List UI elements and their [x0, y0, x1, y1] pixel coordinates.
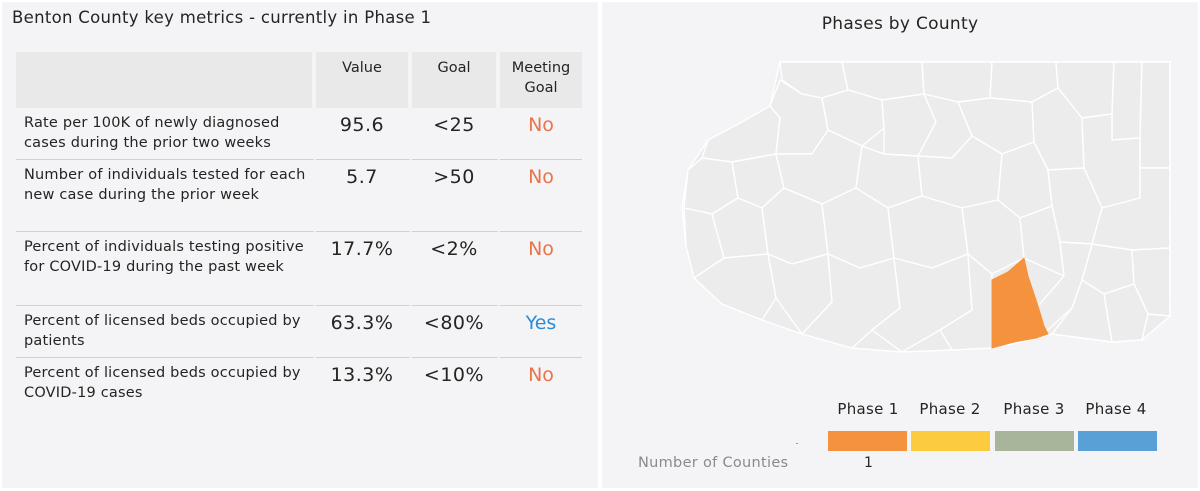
header-meeting-goal[interactable]: Meeting Goal: [500, 52, 582, 108]
header-value[interactable]: Value: [316, 52, 412, 108]
metric-meeting-goal: No: [500, 232, 582, 306]
metrics-title: Benton County key metrics - currently in…: [12, 8, 432, 27]
legend-phase-2-label: Phase 2: [919, 400, 981, 418]
table-row: Percent of individuals testing positive …: [16, 232, 582, 306]
table-row: Rate per 100K of newly diagnosed cases d…: [16, 108, 582, 160]
metric-value: 5.7: [316, 160, 412, 232]
legend-phase-3-swatch[interactable]: [995, 431, 1074, 451]
county-shape[interactable]: [939, 252, 993, 351]
metrics-table: Value Goal Meeting Goal Rate per 100K of…: [16, 52, 582, 408]
metric-value: 17.7%: [316, 232, 412, 306]
legend-marker-dot: [796, 443, 798, 444]
metric-value: 13.3%: [316, 358, 412, 408]
metric-label: Rate per 100K of newly diagnosed cases d…: [16, 108, 316, 160]
legend-count-value: 1: [864, 455, 873, 471]
metric-label: Percent of licensed beds occupied by COV…: [16, 358, 316, 408]
metric-goal: >50: [412, 160, 500, 232]
table-row: Percent of licensed beds occupied by COV…: [16, 358, 582, 408]
benton-county-highlight[interactable]: [991, 257, 1049, 349]
county-shape[interactable]: [1140, 313, 1172, 342]
legend-phase-2-swatch[interactable]: [911, 431, 990, 451]
legend-phase-4-swatch[interactable]: [1078, 431, 1157, 451]
metric-value: 95.6: [316, 108, 412, 160]
metric-meeting-goal: No: [500, 108, 582, 160]
metric-goal: <80%: [412, 306, 500, 358]
metric-meeting-goal: No: [500, 160, 582, 232]
county-shape[interactable]: [1037, 241, 1093, 336]
metric-label: Percent of licensed beds occupied by pat…: [16, 306, 316, 358]
county-shape[interactable]: [701, 105, 781, 163]
county-shape[interactable]: [1050, 278, 1113, 343]
metric-meeting-goal: No: [528, 364, 554, 386]
legend-phase-1-label: Phase 1: [837, 400, 899, 418]
metrics-panel: Benton County key metrics - currently in…: [2, 2, 598, 488]
metric-label: Percent of individuals testing positive …: [16, 232, 316, 306]
map-panel: Phases by County: [602, 2, 1198, 488]
legend-phase-4-label: Phase 4: [1085, 400, 1147, 418]
county-shape[interactable]: [887, 195, 969, 269]
metric-meeting-goal: Yes: [500, 306, 582, 358]
county-map[interactable]: [672, 58, 1178, 368]
table-header-row: Value Goal Meeting Goal: [16, 52, 582, 108]
legend-phase-1-swatch[interactable]: [828, 431, 907, 451]
legend-count-label: Number of Counties: [638, 455, 789, 471]
metric-goal: <25: [412, 108, 500, 160]
table-row: Percent of licensed beds occupied by pat…: [16, 306, 582, 358]
table-row: Number of individuals tested for each ne…: [16, 160, 582, 232]
metric-value: 63.3%: [316, 306, 412, 358]
metric-goal: <10%: [412, 358, 500, 408]
legend-phase-3-label: Phase 3: [1003, 400, 1065, 418]
header-meeting-goal-label: Meeting Goal: [511, 60, 571, 96]
county-shape[interactable]: [1111, 61, 1143, 141]
map-title: Phases by County: [821, 14, 979, 34]
county-shape[interactable]: [1139, 61, 1171, 169]
header-metric: [16, 52, 316, 108]
metric-goal: <2%: [412, 232, 500, 306]
header-goal[interactable]: Goal: [412, 52, 500, 108]
metric-label: Number of individuals tested for each ne…: [16, 160, 316, 232]
